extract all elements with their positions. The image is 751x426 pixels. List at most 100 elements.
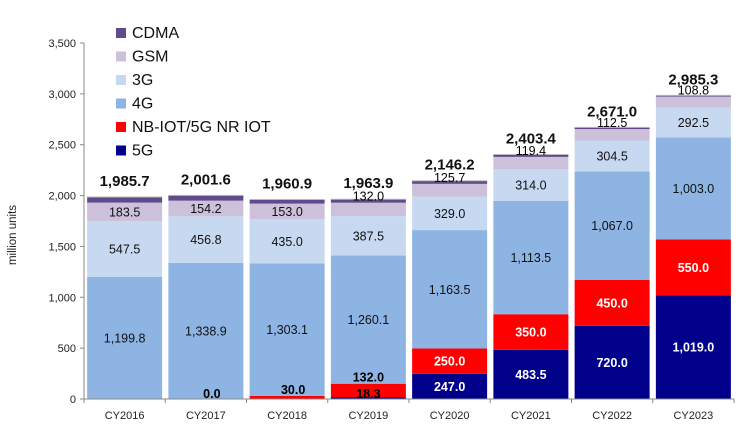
segment-label: 108.8: [678, 84, 709, 98]
bar-segment-4g: [330, 255, 406, 384]
bar-segment-4g: [493, 200, 569, 315]
total-label: 2,146.2: [425, 157, 475, 174]
bar-segment-4g: [249, 263, 325, 396]
segment-label: 483.5: [515, 368, 546, 382]
segment-label: 1,260.1: [348, 313, 390, 327]
bar-segment-nb-iot-5g-nr-iot: [493, 314, 569, 350]
segment-label: 720.0: [596, 356, 627, 370]
segment-label: 456.8: [190, 233, 221, 247]
bar-segment-gsm: [249, 203, 325, 220]
x-tick-label: CY2023: [673, 410, 713, 422]
total-label: 1,985.7: [100, 173, 150, 190]
legend-entry: GSM: [132, 49, 168, 66]
segment-label: 112.5: [597, 116, 627, 130]
x-axis: CY2016 CY2017 CY2018 CY2019 CY2020 CY2021 CY20…: [83, 398, 735, 422]
bar-segment-3g: [168, 216, 244, 263]
bar-segment-nb-iot-5g-nr-iot: [330, 383, 406, 398]
bar-segment-4g: [87, 276, 163, 399]
bar-segment-5g: [412, 373, 488, 399]
segment-label: 125.7: [434, 171, 465, 185]
bar-segment-gsm: [493, 156, 569, 170]
y-tick-label: 2,500: [48, 140, 76, 152]
segment-label: 1,338.9: [185, 324, 227, 338]
y-tick-label: 0: [70, 394, 76, 406]
bar-segment-3g: [655, 107, 731, 138]
segment-label: 250.0: [434, 355, 465, 369]
bars: 1,199.8 547.5 183.5 0.0 1,338.9 456.8 154.2 30.…: [87, 84, 731, 401]
segment-label: 304.5: [596, 149, 627, 163]
segment-label: 1,067.0: [591, 219, 633, 233]
y-tick-label: 1,000: [48, 292, 76, 304]
bar-segment-3g: [249, 219, 325, 264]
segment-label: 329.0: [434, 207, 465, 221]
segment-label: 1,003.0: [673, 182, 715, 196]
segment-label: 1,199.8: [104, 331, 146, 345]
segment-label: 550.0: [678, 261, 709, 275]
legend-entry: NB-IOT/5G NR IOT: [132, 119, 271, 136]
segment-label: 292.5: [678, 116, 709, 130]
segment-label: 314.0: [515, 178, 546, 192]
total-label: 2,403.4: [506, 131, 557, 148]
segment-label: 153.0: [271, 205, 302, 219]
x-tick-label: CY2019: [348, 410, 388, 422]
segment-label: 1,113.5: [510, 251, 551, 265]
y-tick-label: 2,000: [48, 191, 76, 203]
bar-segment-3g: [412, 196, 488, 231]
bar-segment-nb-iot-5g-nr-iot: [412, 348, 488, 374]
x-tick-label: CY2018: [267, 410, 307, 422]
bar-segment-cdma: [249, 199, 325, 204]
legend-swatch: [116, 145, 126, 156]
legend-swatch: [116, 98, 126, 109]
legend-entry: 4G: [132, 96, 153, 113]
bar-segment-gsm: [168, 200, 244, 217]
x-tick-label: CY2016: [105, 410, 145, 422]
segment-label: 154.2: [190, 202, 221, 216]
bar-segment-4g: [655, 137, 731, 240]
legend: CDMA GSM 3G 4G NB-IOT/5G NR IOT 5G: [116, 25, 271, 160]
legend-swatch: [116, 75, 126, 85]
x-tick-label: CY2021: [511, 410, 551, 422]
bar-segment-5g: [330, 397, 406, 399]
bar-segment-nb-iot-5g-nr-iot: [574, 279, 650, 326]
segment-label: 18.3: [356, 387, 380, 401]
segment-label: 0.0: [203, 387, 220, 401]
legend-entry: 5G: [132, 143, 153, 160]
bar-segment-5g: [493, 349, 569, 399]
bar-segment-3g: [87, 221, 163, 277]
bar-segment-3g: [330, 216, 406, 256]
legend-entry: CDMA: [132, 25, 179, 42]
total-labels: 1,985.7 2,001.6 1,960.9 1,963.9 2,146.2 2,403…: [100, 71, 719, 192]
y-axis: 0 500 1,000 1,500 2,000 2,500 3,000 3,500: [48, 38, 85, 406]
bar-segment-gsm: [574, 129, 650, 141]
segment-label: 547.5: [109, 243, 140, 257]
y-axis-label: million units: [7, 205, 19, 265]
bar-segment-4g: [412, 230, 488, 349]
bar-segment-3g: [574, 140, 650, 172]
bar-segment-gsm: [412, 183, 488, 197]
bar-segment-cdma: [87, 197, 163, 203]
legend-entry: 3G: [132, 72, 153, 89]
total-label: 2,001.6: [181, 171, 231, 188]
x-tick-label: CY2020: [430, 410, 470, 422]
segment-label: 387.5: [353, 229, 384, 243]
segment-label: 183.5: [109, 205, 140, 219]
segment-label: 1,303.1: [266, 323, 308, 337]
bar-segment-cdma: [330, 199, 406, 203]
y-tick-label: 1,500: [48, 241, 76, 253]
bar-segment-gsm: [330, 202, 406, 217]
bar-segment-3g: [493, 169, 569, 201]
total-label: 1,960.9: [262, 176, 312, 193]
bar-segment-gsm: [655, 96, 731, 108]
x-tick-label: CY2022: [592, 410, 632, 422]
segment-label: 30.0: [281, 383, 305, 397]
segment-label: 247.0: [434, 380, 465, 394]
segment-label: 350.0: [515, 326, 546, 340]
bar-segment-cdma: [493, 154, 569, 157]
segment-label: 132.0: [353, 190, 384, 204]
bar-segment-gsm: [87, 202, 163, 222]
bar-segment-cdma: [655, 95, 731, 97]
segment-label: 1,163.5: [429, 283, 471, 297]
x-tick-label: CY2017: [186, 410, 226, 422]
legend-swatch: [116, 51, 126, 62]
